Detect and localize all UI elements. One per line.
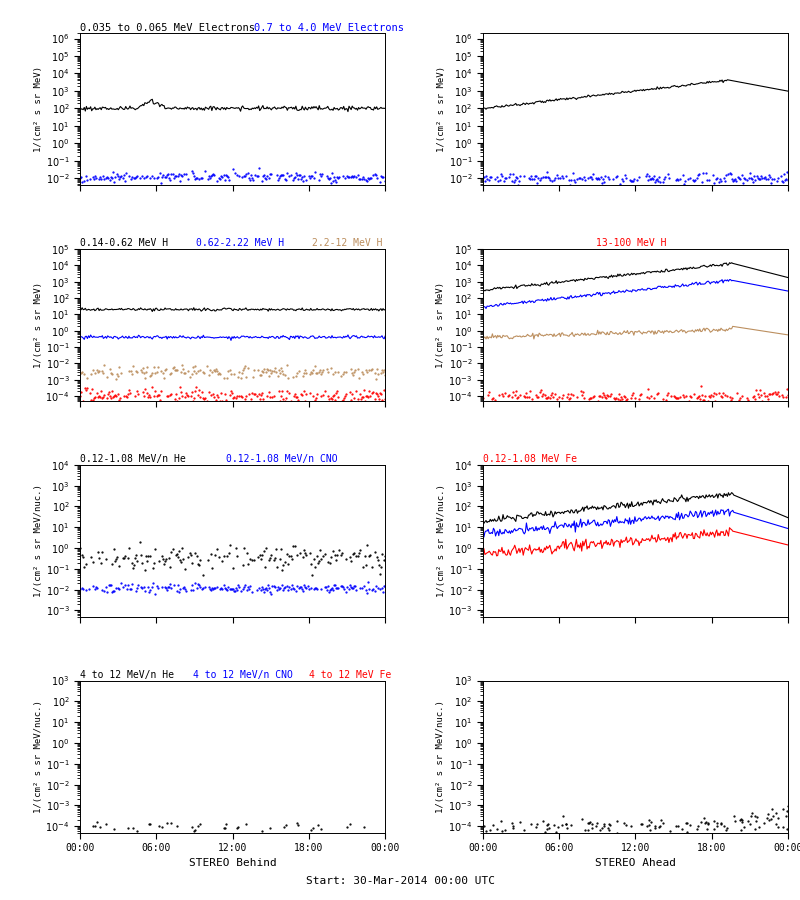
- Y-axis label: 1/(cm² s sr MeV): 1/(cm² s sr MeV): [437, 282, 446, 368]
- Text: 2.2-12 MeV H: 2.2-12 MeV H: [312, 238, 382, 248]
- Y-axis label: 1/(cm² s sr MeV): 1/(cm² s sr MeV): [34, 67, 43, 152]
- Text: 0.035 to 0.065 MeV Electrons: 0.035 to 0.065 MeV Electrons: [80, 22, 255, 32]
- X-axis label: STEREO Ahead: STEREO Ahead: [595, 859, 676, 868]
- Y-axis label: 1/(cm² s sr MeV/nuc.): 1/(cm² s sr MeV/nuc.): [34, 484, 43, 598]
- Y-axis label: 1/(cm² s sr MeV/nuc.): 1/(cm² s sr MeV/nuc.): [437, 484, 446, 598]
- Y-axis label: 1/(cm² s sr MeV): 1/(cm² s sr MeV): [437, 67, 446, 152]
- X-axis label: STEREO Behind: STEREO Behind: [189, 859, 277, 868]
- Text: 4 to 12 MeV/n He: 4 to 12 MeV/n He: [80, 670, 174, 680]
- Text: 4 to 12 MeV Fe: 4 to 12 MeV Fe: [309, 670, 391, 680]
- Text: 13-100 MeV H: 13-100 MeV H: [596, 238, 666, 248]
- Text: 0.7 to 4.0 MeV Electrons: 0.7 to 4.0 MeV Electrons: [254, 22, 404, 32]
- Text: 0.12-1.08 MeV/n CNO: 0.12-1.08 MeV/n CNO: [226, 454, 338, 464]
- Text: Start: 30-Mar-2014 00:00 UTC: Start: 30-Mar-2014 00:00 UTC: [306, 877, 494, 886]
- Text: 4 to 12 MeV/n CNO: 4 to 12 MeV/n CNO: [193, 670, 293, 680]
- Y-axis label: 1/(cm² s sr MeV/nuc.): 1/(cm² s sr MeV/nuc.): [437, 700, 446, 813]
- Text: 0.12-1.08 MeV/n He: 0.12-1.08 MeV/n He: [80, 454, 186, 464]
- Y-axis label: 1/(cm² s sr MeV): 1/(cm² s sr MeV): [34, 282, 42, 368]
- Text: 0.62-2.22 MeV H: 0.62-2.22 MeV H: [196, 238, 284, 248]
- Text: 0.12-1.08 MeV Fe: 0.12-1.08 MeV Fe: [483, 454, 577, 464]
- Text: 0.14-0.62 MeV H: 0.14-0.62 MeV H: [80, 238, 168, 248]
- Y-axis label: 1/(cm² s sr MeV/nuc.): 1/(cm² s sr MeV/nuc.): [34, 700, 42, 813]
